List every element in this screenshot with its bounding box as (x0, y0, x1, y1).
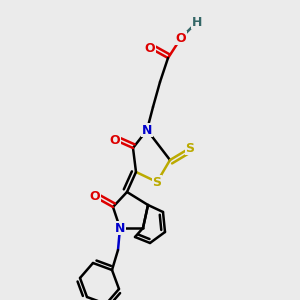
Text: O: O (145, 41, 155, 55)
Text: S: S (152, 176, 161, 188)
Text: N: N (142, 124, 152, 136)
Text: O: O (110, 134, 120, 146)
Text: O: O (176, 32, 186, 44)
Text: N: N (115, 221, 125, 235)
Text: S: S (185, 142, 194, 154)
Text: H: H (192, 16, 202, 28)
Text: O: O (90, 190, 100, 203)
